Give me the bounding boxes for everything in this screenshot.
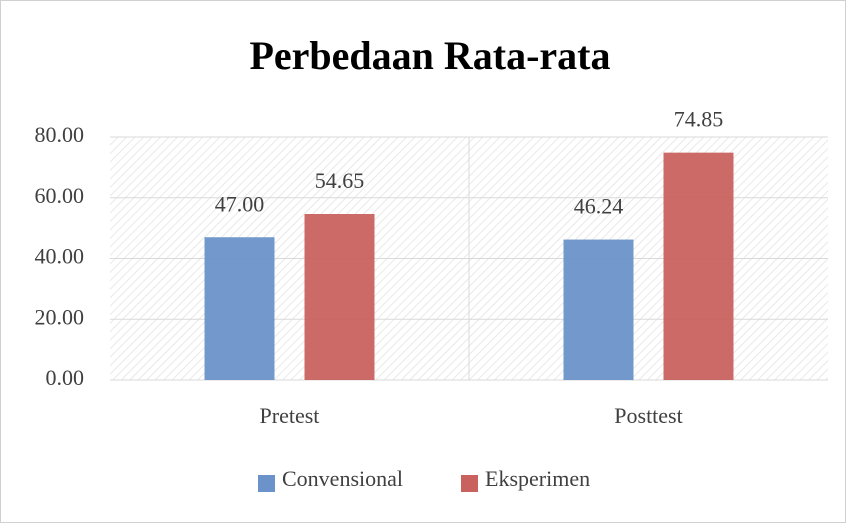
y-tick-label: 20.00 [35,304,85,329]
bar [663,152,734,380]
legend-label: Convensional [282,466,403,491]
data-label: 46.24 [574,194,624,219]
y-tick-label: 0.00 [46,365,85,390]
y-tick-label: 40.00 [35,244,85,269]
y-tick-label: 80.00 [35,122,85,147]
bar [204,237,275,380]
x-tick-label: Posttest [614,403,682,428]
bar [563,239,634,380]
chart-title: Perbedaan Rata-rata [249,33,610,78]
x-tick-label: Pretest [260,403,320,428]
legend-label: Eksperimen [485,466,590,491]
y-tick-label: 60.00 [35,183,85,208]
data-label: 74.85 [674,107,724,132]
data-label: 47.00 [215,191,265,216]
bar [304,214,375,380]
legend-swatch [258,475,275,492]
legend-swatch [461,475,478,492]
data-label: 54.65 [315,168,365,193]
